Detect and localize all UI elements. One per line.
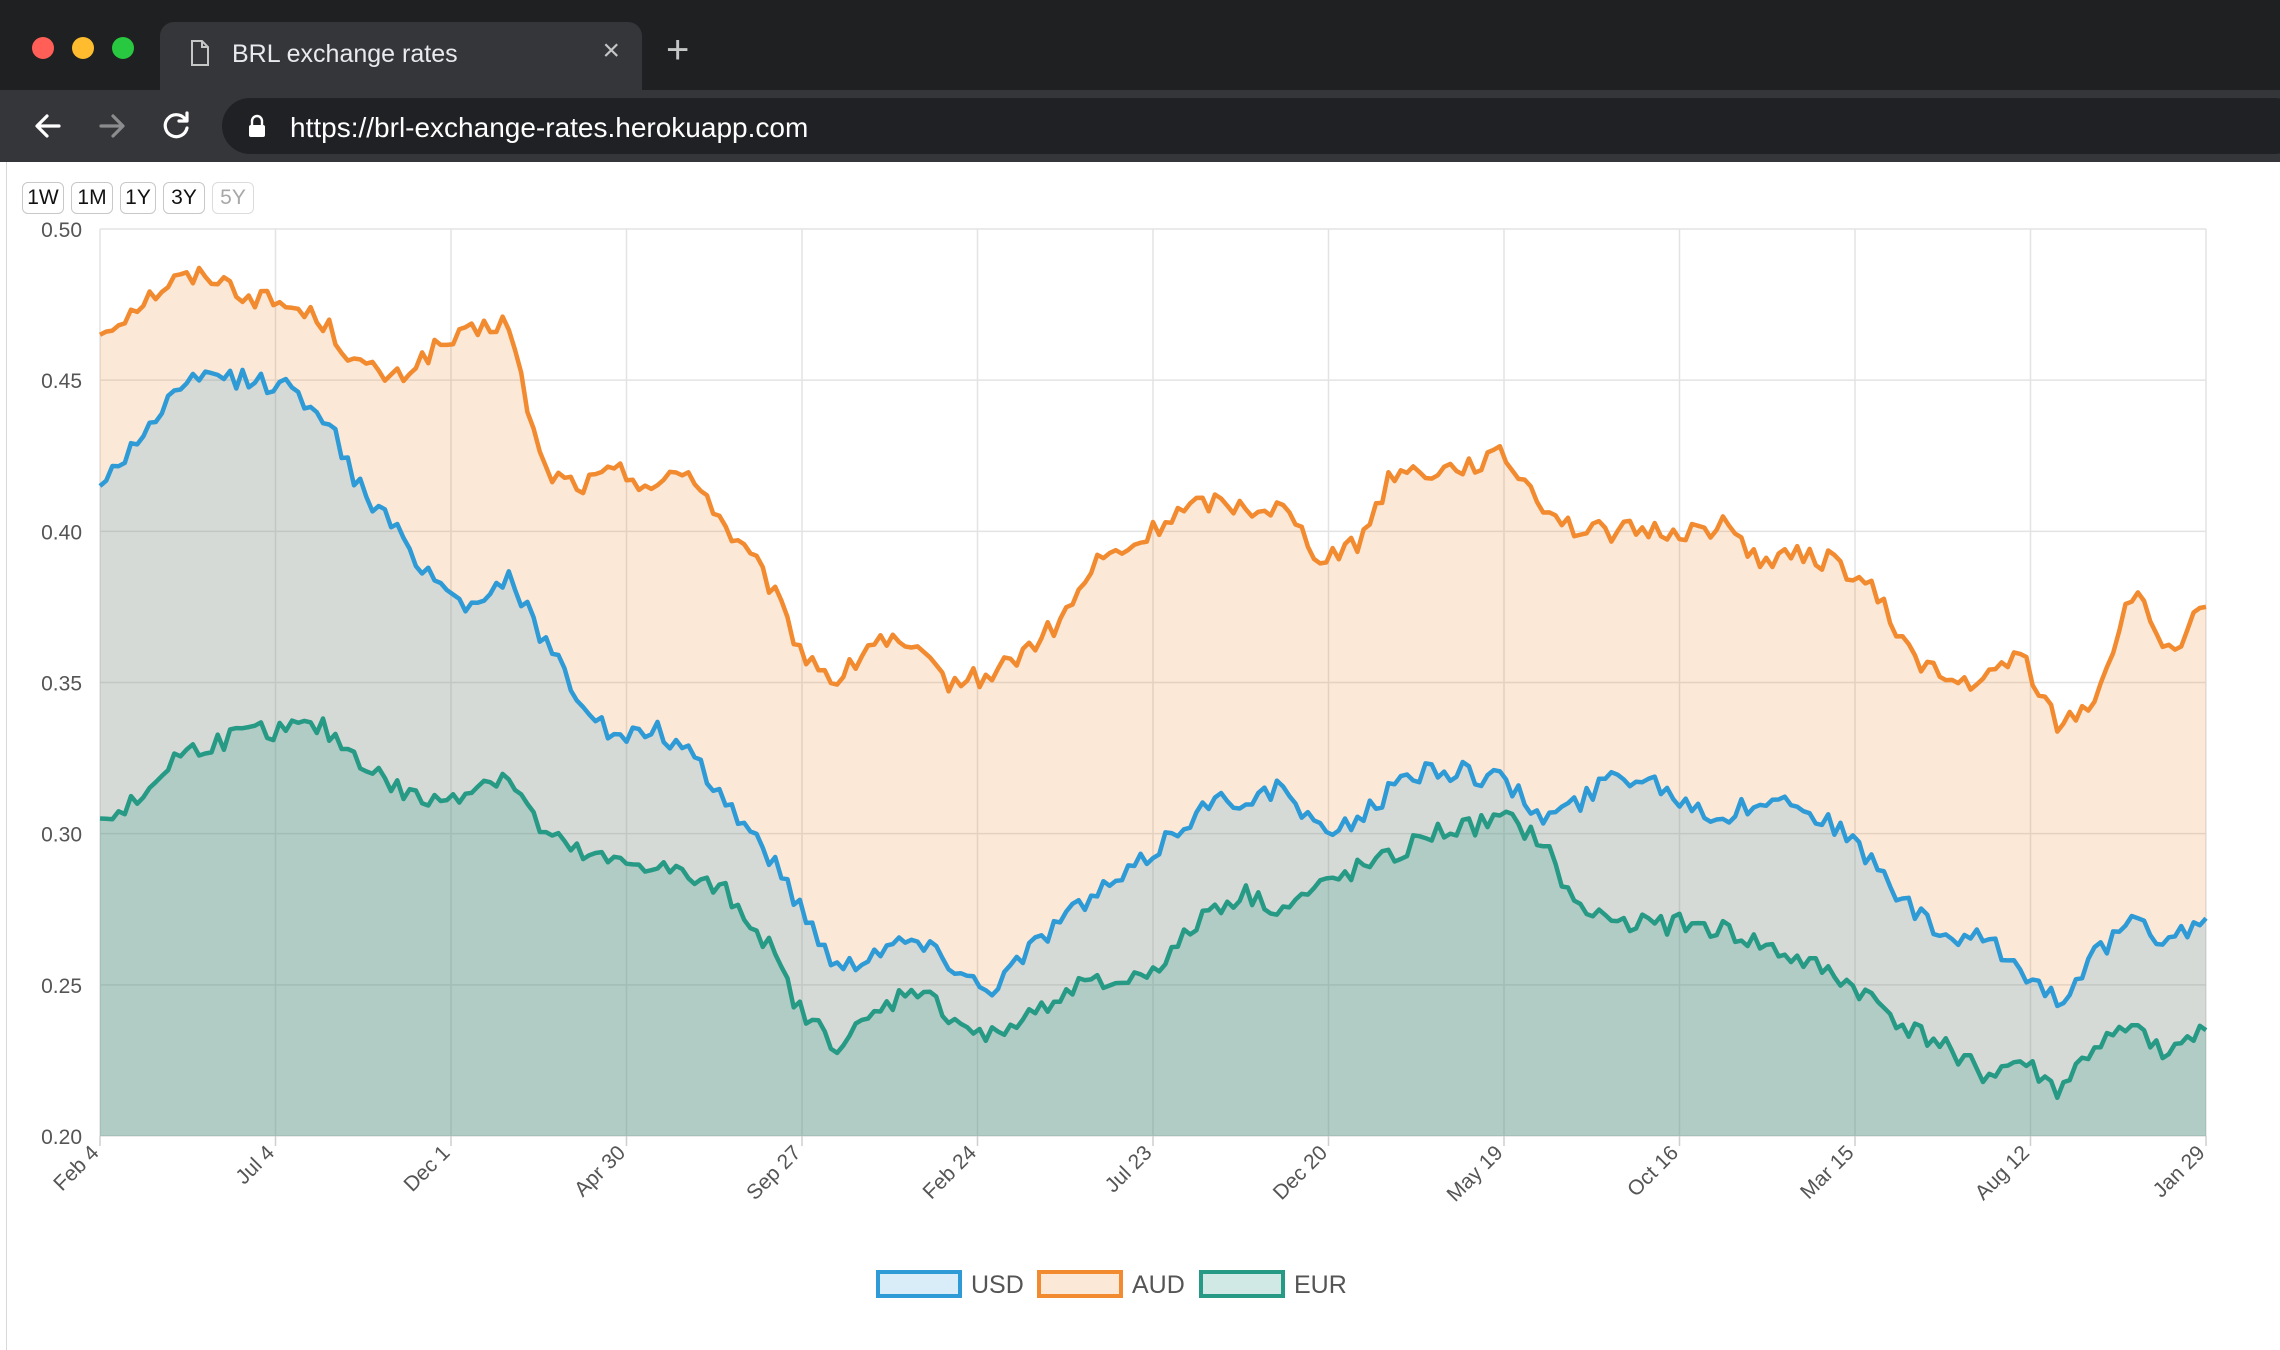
x-tick-label: Jul 4: [231, 1141, 279, 1189]
y-tick-label: 0.20: [41, 1126, 82, 1149]
address-bar[interactable]: https://brl-exchange-rates.herokuapp.com: [222, 98, 2280, 154]
page-content: 1W 1M 1Y 3Y 5Y: [6, 162, 2280, 1350]
aud-line: [98, 265, 2207, 734]
usd-line: [98, 367, 2208, 1009]
tab-title: BRL exchange rates: [232, 40, 458, 68]
eur-legend-label: EUR: [1294, 1271, 1347, 1299]
eur-area: [100, 718, 2206, 1136]
y-tick-label: 0.50: [41, 219, 82, 242]
browser-tab[interactable]: BRL exchange rates ×: [160, 22, 642, 90]
range-3y-button[interactable]: 3Y: [163, 182, 205, 214]
forward-arrow-icon[interactable]: [90, 104, 134, 148]
url-text: https://brl-exchange-rates.herokuapp.com: [290, 112, 809, 143]
x-axis-ticks: Feb 4 Jul 4 Dec 1 Apr 30 Sep 27 Feb 24 Jul 23 D…: [49, 1141, 2209, 1206]
y-tick-label: 0.30: [41, 824, 82, 847]
close-window-button[interactable]: [32, 37, 54, 59]
x-tick-label: Dec 1: [399, 1141, 454, 1196]
range-1w-button[interactable]: 1W: [22, 182, 64, 214]
range-1m-button[interactable]: 1M: [71, 182, 113, 214]
y-axis-ticks: 0.50 0.45 0.40 0.35 0.30 0.25 0.20: [41, 219, 82, 1149]
lock-icon: [249, 114, 265, 137]
browser-titlebar: BRL exchange rates × +: [0, 0, 2280, 90]
reload-icon[interactable]: [154, 104, 198, 148]
chart-lines: [98, 265, 2208, 1101]
chart-legend: USD AUD EUR: [876, 1270, 1347, 1299]
browser-toolbar: https://brl-exchange-rates.herokuapp.com: [0, 90, 2280, 162]
back-arrow-icon[interactable]: [26, 104, 70, 148]
range-1y-button[interactable]: 1Y: [120, 182, 156, 214]
y-tick-label: 0.40: [41, 521, 82, 544]
aud-legend-label: AUD: [1132, 1271, 1185, 1299]
usd-legend-swatch: [876, 1270, 962, 1298]
chart-grid: [99, 228, 2207, 1146]
document-icon: [191, 40, 209, 66]
x-tick-label: Mar 15: [1796, 1141, 1858, 1203]
eur-line: [99, 716, 2208, 1101]
x-tick-label: Feb 4: [49, 1141, 103, 1195]
tab-close-icon[interactable]: ×: [602, 34, 620, 67]
x-tick-label: Aug 12: [1971, 1141, 2034, 1204]
x-tick-label: Jan 29: [2149, 1141, 2210, 1202]
eur-legend-swatch: [1199, 1270, 1285, 1298]
x-tick-label: Dec 20: [1269, 1141, 1332, 1204]
aud-legend-swatch: [1037, 1270, 1123, 1298]
maximize-window-button[interactable]: [112, 37, 134, 59]
new-tab-button[interactable]: +: [666, 28, 690, 72]
x-tick-label: Jul 23: [1101, 1141, 1157, 1197]
x-tick-label: Apr 30: [570, 1141, 630, 1201]
x-tick-label: Oct 16: [1623, 1141, 1683, 1201]
y-tick-label: 0.25: [41, 975, 82, 998]
x-tick-label: May 19: [1443, 1141, 1508, 1206]
x-tick-label: Sep 27: [742, 1141, 805, 1204]
x-tick-label: Feb 24: [919, 1141, 982, 1204]
usd-area: [100, 369, 2206, 1136]
usd-legend-label: USD: [971, 1271, 1024, 1299]
y-tick-label: 0.45: [41, 370, 82, 393]
y-tick-label: 0.35: [41, 673, 82, 696]
range-5y-button[interactable]: 5Y: [212, 182, 254, 214]
minimize-window-button[interactable]: [72, 37, 94, 59]
